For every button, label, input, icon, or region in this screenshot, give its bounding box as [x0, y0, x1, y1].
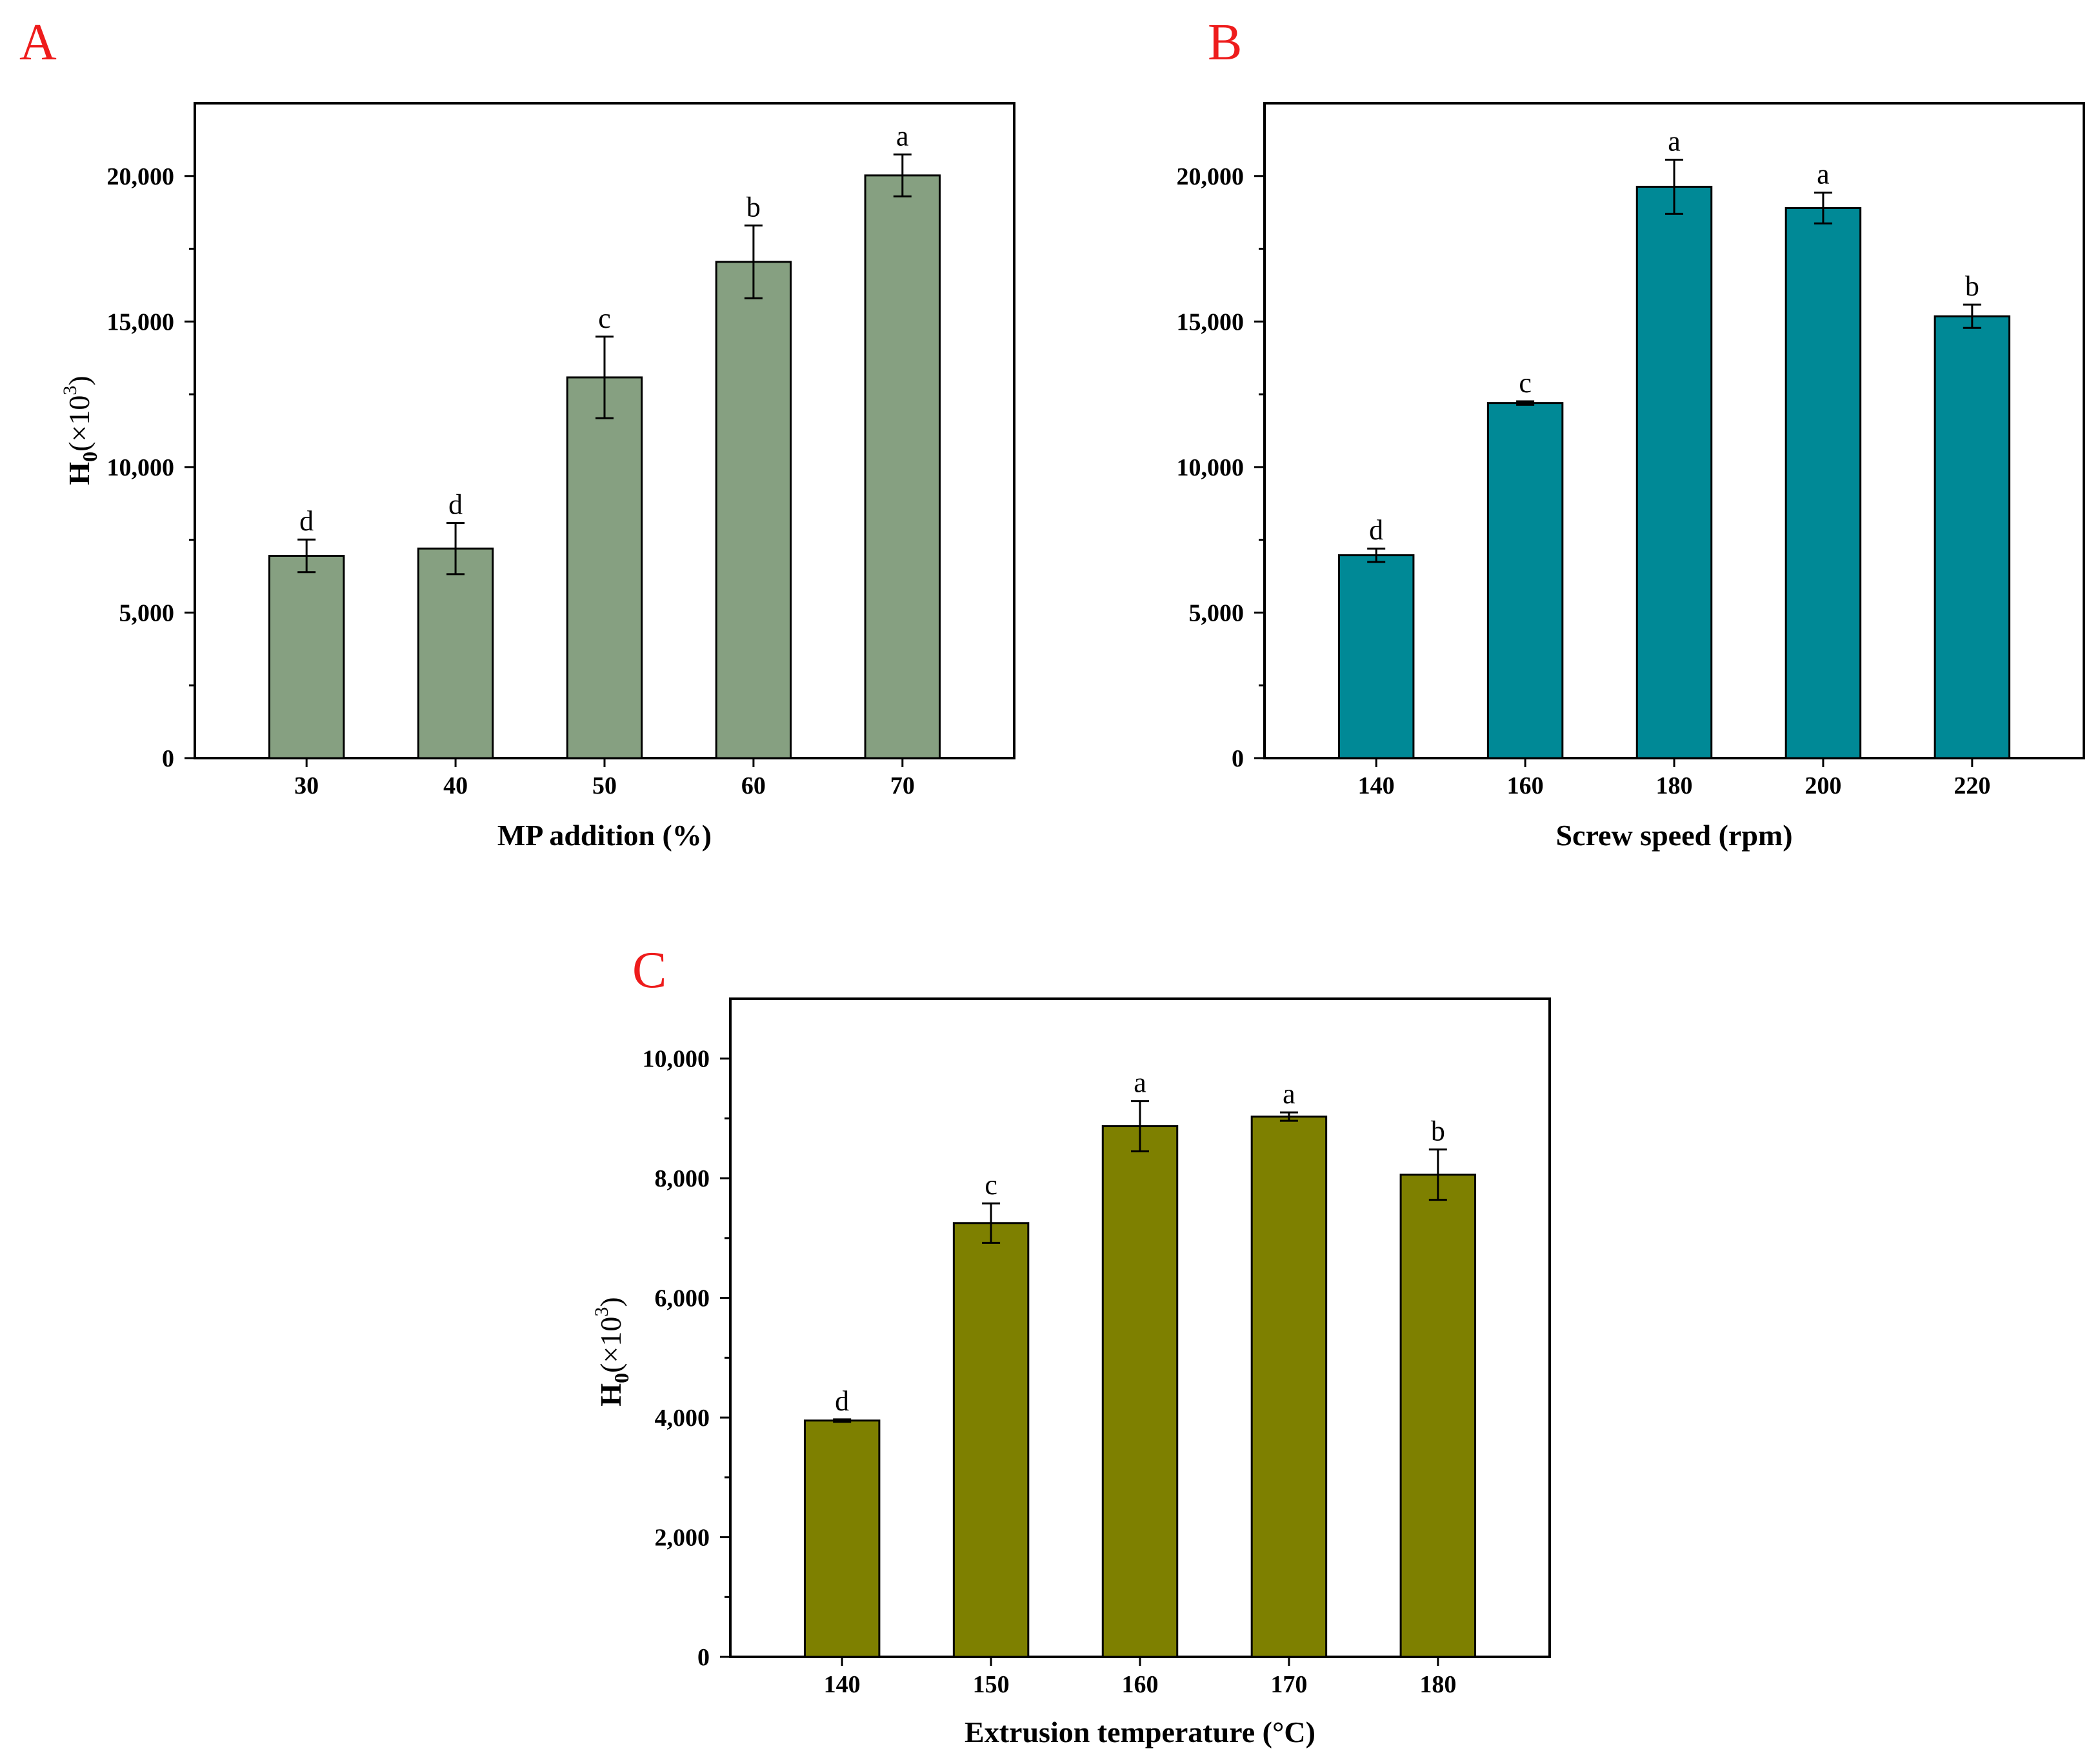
y-tick-label-b-15000: 15,000	[1177, 308, 1245, 336]
bar-a-60	[715, 261, 792, 759]
bar-c-140	[803, 1419, 881, 1658]
significance-label-c-180: b	[1431, 1116, 1445, 1147]
x-tick-label-c-140: 140	[824, 1671, 861, 1698]
x-tick-label-c-180: 180	[1419, 1671, 1456, 1698]
bar-b-180	[1635, 185, 1713, 759]
x-tick-label-a-50: 50	[592, 772, 617, 799]
chart-panel-a: A MP addition (%) H0(×103) d d c b a 0 5,000 1…	[19, 14, 1015, 852]
significance-label-a-70: a	[896, 120, 909, 152]
panel-letter-b: B	[1208, 14, 1242, 71]
y-tick-label-b-0: 0	[1232, 745, 1244, 772]
y-tick-label-a-0: 0	[162, 745, 174, 772]
y-axis-a: 0 5,000 10,000 15,000 20,000	[107, 163, 195, 772]
bar-a-30	[268, 554, 345, 759]
y-tick-label-c-6000: 6,000	[655, 1285, 710, 1312]
bars-b: d c a a b	[1337, 126, 2011, 759]
y-tick-label-c-10000: 10,000	[643, 1046, 710, 1073]
x-tick-label-c-150: 150	[973, 1671, 1010, 1698]
significance-label-c-140: d	[835, 1385, 849, 1417]
bar-c-160	[1101, 1125, 1179, 1658]
bars-a: d d c b a	[268, 120, 941, 759]
y-tick-label-a-5000: 5,000	[119, 599, 175, 626]
bar-c-170	[1250, 1116, 1328, 1658]
chart-panel-b: B Screw speed (rpm) d c a a b 0 5,000 10,000 15…	[1177, 14, 2085, 852]
significance-label-b-180: a	[1668, 126, 1681, 157]
chart-panel-c: C Extrusion temperature (°C) H0(×103) d c…	[591, 942, 1551, 1748]
bar-a-40	[417, 547, 494, 759]
significance-label-b-220: b	[1965, 270, 1979, 302]
x-tick-label-a-70: 70	[890, 772, 915, 799]
y-tick-label-a-20000: 20,000	[107, 163, 175, 190]
x-tick-label-a-60: 60	[741, 772, 766, 799]
x-tick-label-c-170: 170	[1270, 1671, 1307, 1698]
y-tick-label-b-5000: 5,000	[1189, 599, 1245, 626]
significance-label-c-150: c	[985, 1169, 997, 1201]
y-tick-label-c-2000: 2,000	[655, 1525, 710, 1552]
x-axis-title-b: Screw speed (rpm)	[1555, 819, 1792, 852]
x-tick-label-b-160: 160	[1507, 772, 1544, 799]
significance-label-a-30: d	[299, 505, 314, 537]
bar-c-150	[952, 1222, 1030, 1658]
bar-b-140	[1337, 554, 1415, 759]
x-tick-label-b-220: 220	[1954, 772, 1990, 799]
x-tick-label-b-180: 180	[1656, 772, 1693, 799]
x-tick-label-b-140: 140	[1358, 772, 1395, 799]
bar-a-70	[864, 174, 941, 759]
y-tick-label-a-10000: 10,000	[107, 454, 175, 481]
significance-label-b-200: a	[1817, 158, 1830, 190]
x-axis-c: 140 150 160 170 180	[824, 1657, 1456, 1698]
x-axis-b: 140 160 180 200 220	[1358, 758, 1990, 799]
y-tick-label-c-8000: 8,000	[655, 1165, 710, 1192]
y-axis-title-a: H0(×103)	[59, 376, 101, 485]
panel-letter-c: C	[632, 942, 666, 999]
x-axis-a: 30 40 50 60 70	[294, 758, 915, 799]
panel-letter-a: A	[19, 14, 57, 71]
y-tick-label-b-20000: 20,000	[1177, 163, 1245, 190]
bar-a-50	[566, 376, 643, 759]
significance-label-b-160: c	[1519, 367, 1532, 399]
significance-label-a-40: d	[448, 489, 463, 521]
y-tick-label-c-0: 0	[697, 1644, 710, 1671]
y-tick-label-a-15000: 15,000	[107, 308, 175, 336]
y-tick-label-c-4000: 4,000	[655, 1405, 710, 1432]
y-tick-label-b-10000: 10,000	[1177, 454, 1245, 481]
significance-label-a-50: c	[598, 303, 611, 334]
bar-b-220	[1934, 315, 2011, 759]
y-axis-c: 0 2,000 4,000 6,000 8,000 10,000	[643, 1046, 730, 1671]
x-tick-label-c-160: 160	[1122, 1671, 1159, 1698]
x-tick-label-a-40: 40	[443, 772, 468, 799]
x-axis-title-a: MP addition (%)	[497, 819, 712, 852]
y-axis-title-c: H0(×103)	[591, 1297, 633, 1406]
x-axis-title-c: Extrusion temperature (°C)	[965, 1716, 1315, 1748]
bar-c-180	[1399, 1174, 1477, 1658]
bar-b-200	[1785, 206, 1862, 759]
bars-c: d c a a b	[803, 1067, 1477, 1658]
x-tick-label-b-200: 200	[1805, 772, 1841, 799]
bar-b-160	[1486, 402, 1564, 759]
significance-label-c-170: a	[1283, 1078, 1295, 1110]
significance-label-a-60: b	[746, 191, 761, 223]
y-axis-b: 0 5,000 10,000 15,000 20,000	[1177, 163, 1265, 772]
significance-label-c-160: a	[1134, 1067, 1146, 1099]
significance-label-b-140: d	[1369, 514, 1383, 546]
x-tick-label-a-30: 30	[294, 772, 319, 799]
